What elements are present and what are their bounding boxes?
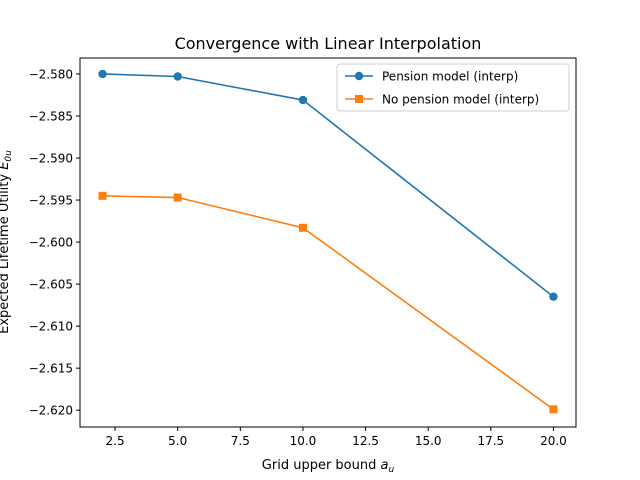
- x-axis-label-text: Grid upper bound: [262, 458, 381, 473]
- y-tick-label: −2.605: [29, 278, 73, 292]
- x-axis-label: Grid upper bound au: [262, 458, 395, 475]
- chart-title: Convergence with Linear Interpolation: [175, 34, 482, 53]
- x-axis-label-subscript: u: [388, 465, 394, 475]
- y-tick-label: −2.595: [29, 194, 73, 208]
- y-axis-label: Expected Lifetime Utility E0u: [0, 150, 14, 334]
- legend-swatch-marker: [354, 71, 364, 81]
- y-tick-label: −2.615: [29, 362, 73, 376]
- series-layer: [98, 69, 558, 414]
- x-tick-label: 10.0: [290, 434, 317, 448]
- y-tick-label: −2.590: [29, 152, 73, 166]
- legend-frame: [336, 63, 570, 112]
- series-1-point: [549, 292, 558, 301]
- x-axis-label-variable: a: [381, 458, 389, 473]
- series-1-point: [173, 72, 182, 81]
- y-tick-label: −2.600: [29, 236, 73, 250]
- legend: Pension model (interp) No pension model (…: [336, 63, 570, 112]
- series-1-point: [98, 69, 107, 79]
- y-tick-label: −2.620: [29, 404, 73, 418]
- y-axis-label-subscript: 0u: [4, 150, 14, 162]
- y-tick-label: −2.585: [29, 109, 73, 123]
- series-line-2: [102, 195, 554, 410]
- series-2-point: [549, 405, 558, 414]
- legend-swatch-marker: [355, 95, 363, 103]
- y-axis: −2.580 −2.585 −2.590 −2.595 −2.600 −2.605 −2.6…: [29, 67, 80, 418]
- x-tick-label: 12.5: [352, 434, 379, 448]
- x-tick-label: 17.5: [477, 434, 504, 448]
- series-2-point: [173, 193, 182, 202]
- x-tick-label: 5.0: [168, 434, 187, 448]
- y-tick-label: −2.580: [29, 67, 73, 81]
- x-tick-label: 7.5: [231, 434, 250, 448]
- series-1-point: [298, 95, 308, 105]
- x-tick-label: 20.0: [540, 434, 567, 448]
- series-2-point: [98, 191, 107, 200]
- series-line-1: [102, 73, 554, 298]
- x-tick-label: 2.5: [106, 434, 125, 448]
- legend-entry-label: No pension model (interp): [382, 93, 539, 107]
- legend-entry-label: Pension model (interp): [382, 70, 518, 84]
- y-tick-label: −2.610: [29, 320, 73, 334]
- x-tick-label: 15.0: [415, 434, 442, 448]
- y-axis-label-text: Expected Lifetime Utility: [0, 170, 12, 334]
- x-axis: 2.5 5.0 7.5 10.0 12.5 15.0 17.5 20.0: [106, 427, 567, 448]
- y-axis-label-variable: E: [0, 161, 12, 170]
- series-2-point: [298, 223, 307, 232]
